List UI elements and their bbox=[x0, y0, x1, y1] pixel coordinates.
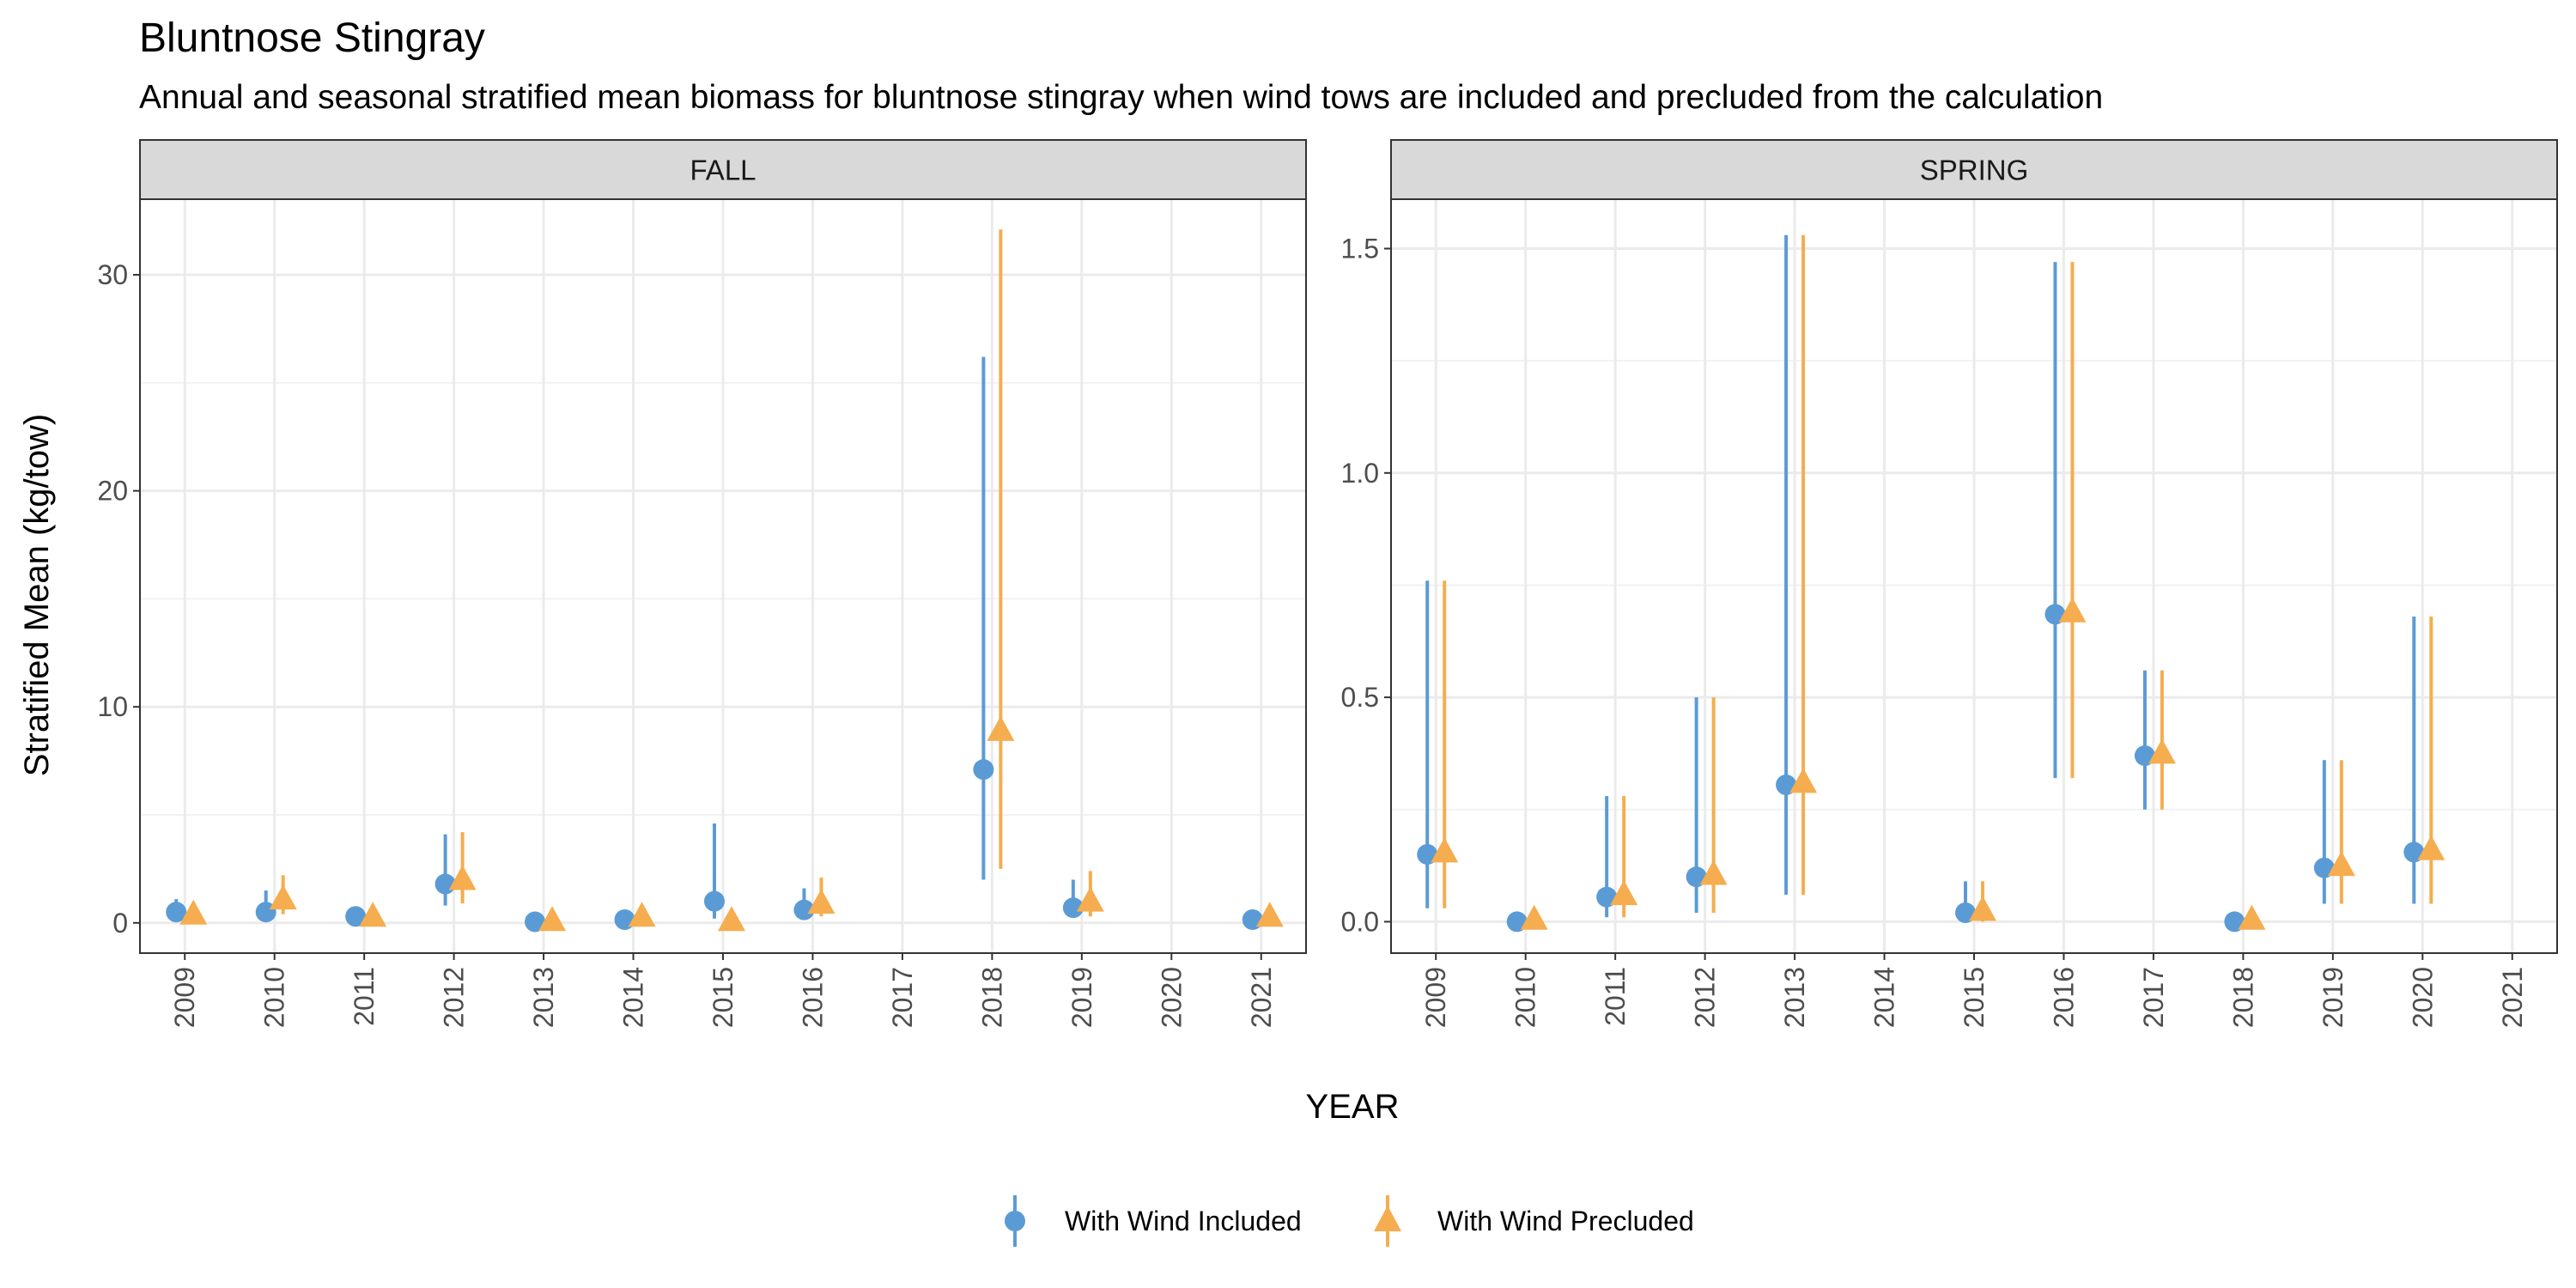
strip-label-spring: SPRING bbox=[1920, 155, 2029, 186]
x-tick-label: 2015 bbox=[1959, 967, 1990, 1028]
point-with-wind-precluded-2010 bbox=[269, 884, 297, 910]
point-with-wind-precluded-2012 bbox=[448, 865, 477, 890]
series-with-wind-precluded-fall bbox=[179, 229, 1284, 932]
y-tick-label: 30 bbox=[97, 259, 128, 290]
point-with-wind-precluded-2009 bbox=[179, 899, 208, 925]
chart-subtitle: Annual and seasonal stratified mean biom… bbox=[139, 79, 2103, 116]
point-with-wind-precluded-2016 bbox=[2058, 597, 2087, 623]
y-tick-label: 0.5 bbox=[1341, 682, 1379, 713]
point-with-wind-precluded-2018 bbox=[987, 715, 1015, 741]
x-axis-title: YEAR bbox=[1306, 1088, 1400, 1126]
legend-key-included-marker bbox=[1005, 1211, 1025, 1231]
x-tick-label: 2014 bbox=[618, 967, 649, 1028]
point-with-wind-precluded-2011 bbox=[1610, 880, 1638, 906]
x-tick-label: 2014 bbox=[1869, 967, 1900, 1028]
legend: With Wind Included With Wind Precluded bbox=[1005, 1195, 1694, 1247]
point-with-wind-precluded-2019 bbox=[2327, 851, 2355, 877]
x-tick-label: 2012 bbox=[1690, 967, 1721, 1028]
x-tick-label: 2009 bbox=[1420, 967, 1451, 1028]
point-with-wind-precluded-2011 bbox=[359, 902, 387, 927]
x-tick-label: 2009 bbox=[169, 967, 200, 1028]
legend-item-included: With Wind Included bbox=[1005, 1195, 1302, 1247]
x-tick-label: 2021 bbox=[1246, 967, 1277, 1028]
x-tick-label: 2020 bbox=[1156, 967, 1187, 1028]
point-with-wind-included-2009 bbox=[166, 902, 187, 923]
x-tick-label: 2011 bbox=[349, 967, 380, 1026]
strip-label-fall: FALL bbox=[690, 155, 756, 186]
legend-label-included: With Wind Included bbox=[1065, 1206, 1302, 1236]
series-with-wind-included-spring bbox=[1417, 234, 2425, 933]
x-tick-label: 2018 bbox=[976, 967, 1007, 1028]
x-tick-label: 2013 bbox=[528, 967, 559, 1028]
point-with-wind-included-2016 bbox=[793, 899, 815, 920]
point-with-wind-precluded-2012 bbox=[1699, 860, 1728, 885]
point-with-wind-precluded-2016 bbox=[807, 889, 835, 914]
panels: FALL 0 10 20 30 2009 2010 2011 2012 2013 2014 2015 2… bbox=[97, 139, 2558, 1028]
point-with-wind-included-2011 bbox=[345, 906, 367, 927]
x-tick-label: 2010 bbox=[259, 967, 290, 1028]
point-with-wind-precluded-2015 bbox=[718, 906, 745, 932]
series-with-wind-precluded-spring bbox=[1431, 234, 2445, 930]
point-with-wind-precluded-2009 bbox=[1431, 837, 1459, 863]
point-with-wind-included-2018 bbox=[973, 759, 994, 781]
panel-fall: FALL 0 10 20 30 2009 2010 2011 2012 2013 2014 2015 2… bbox=[97, 139, 1307, 1028]
panel-spring: SPRING 0.0 0.5 1.0 1.5 2009 2010 2011 2012 2013 20… bbox=[1341, 139, 2558, 1028]
x-tick-label: 2015 bbox=[708, 967, 738, 1028]
point-with-wind-precluded-2018 bbox=[2238, 904, 2266, 930]
y-tick-label: 0 bbox=[112, 908, 128, 939]
y-tick-label: 0.0 bbox=[1341, 906, 1379, 937]
x-tick-label: 2020 bbox=[2407, 967, 2438, 1028]
y-tick-label: 10 bbox=[97, 691, 128, 722]
y-tick-label: 1.0 bbox=[1341, 458, 1379, 489]
point-with-wind-precluded-2010 bbox=[1520, 904, 1548, 930]
point-with-wind-precluded-2019 bbox=[1076, 886, 1104, 912]
x-tick-label: 2017 bbox=[887, 967, 918, 1028]
x-tick-label: 2016 bbox=[797, 967, 828, 1028]
x-tick-label: 2019 bbox=[2318, 967, 2348, 1028]
chart-title: Bluntnose Stingray bbox=[139, 15, 485, 61]
point-with-wind-precluded-2013 bbox=[538, 906, 567, 932]
x-tick-label: 2011 bbox=[1600, 967, 1631, 1026]
point-with-wind-precluded-2017 bbox=[2148, 738, 2176, 764]
x-tick-label: 2016 bbox=[2048, 967, 2079, 1028]
y-axis-title: Stratified Mean (kg/tow) bbox=[18, 414, 56, 776]
point-with-wind-precluded-2020 bbox=[2417, 835, 2445, 860]
x-tick-label: 2012 bbox=[439, 967, 470, 1028]
point-with-wind-precluded-2013 bbox=[1789, 768, 1818, 793]
y-tick-label: 1.5 bbox=[1341, 233, 1379, 264]
strip-spring bbox=[1390, 139, 2558, 200]
legend-item-precluded: With Wind Precluded bbox=[1374, 1195, 1694, 1247]
x-tick-label: 2013 bbox=[1779, 967, 1810, 1028]
point-with-wind-included-2014 bbox=[614, 909, 635, 931]
x-tick-label: 2017 bbox=[2138, 967, 2169, 1028]
point-with-wind-included-2019 bbox=[1062, 897, 1084, 919]
y-tick-label: 20 bbox=[97, 476, 128, 507]
point-with-wind-precluded-2014 bbox=[628, 902, 656, 927]
legend-label-precluded: With Wind Precluded bbox=[1437, 1206, 1694, 1236]
point-with-wind-precluded-2021 bbox=[1255, 902, 1284, 927]
point-with-wind-included-2015 bbox=[704, 890, 725, 912]
x-tick-label: 2018 bbox=[2227, 967, 2258, 1028]
x-tick-label: 2019 bbox=[1066, 967, 1097, 1028]
point-with-wind-included-2013 bbox=[525, 911, 546, 933]
point-with-wind-included-2021 bbox=[1242, 909, 1263, 931]
x-tick-label: 2010 bbox=[1510, 967, 1541, 1028]
x-tick-label: 2021 bbox=[2497, 967, 2528, 1028]
strip-fall bbox=[139, 139, 1307, 200]
point-with-wind-precluded-2015 bbox=[1969, 896, 1996, 921]
legend-key-precluded-marker bbox=[1374, 1206, 1401, 1231]
